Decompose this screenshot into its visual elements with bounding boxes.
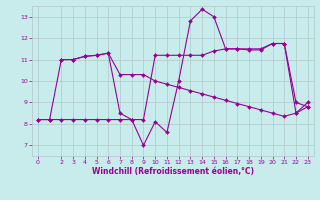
X-axis label: Windchill (Refroidissement éolien,°C): Windchill (Refroidissement éolien,°C) bbox=[92, 167, 254, 176]
